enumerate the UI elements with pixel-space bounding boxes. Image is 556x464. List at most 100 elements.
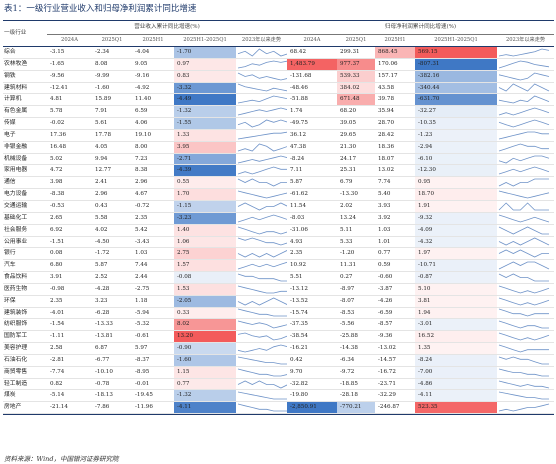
sparkline-path (498, 72, 550, 81)
profit-diff: -807.31 (415, 58, 497, 71)
profit-value: 299.31 (340, 49, 360, 55)
sparkline-path (498, 226, 549, 235)
profit-value: -1.20 (340, 250, 355, 257)
revenue-trend (236, 47, 287, 59)
sparkline-path (237, 344, 287, 353)
trend-sparkline (498, 403, 550, 412)
profit-trend (497, 260, 554, 272)
revenue-trend (236, 224, 287, 236)
profit-value: 68.20 (340, 108, 357, 115)
revenue-diff: 0.33 (174, 307, 236, 319)
sparkline-path (237, 285, 287, 294)
revenue-value: 0.43 (95, 202, 108, 209)
industry-name: 国防军工 (4, 333, 28, 340)
revenue-diff: 1.53 (174, 283, 236, 296)
trend-sparkline (498, 107, 550, 116)
revenue-value: 8.00 (135, 143, 148, 150)
sparkline-path (237, 238, 287, 246)
trend-sparkline (498, 391, 549, 400)
profit-value: 4.93 (290, 238, 303, 245)
profit-value: -31.06 (290, 226, 308, 233)
trend-sparkline (237, 356, 287, 365)
sparkline-path (498, 119, 550, 128)
profit-value: -16.21 (290, 345, 308, 352)
revenue-trend (236, 295, 287, 307)
revenue-trend (236, 354, 287, 366)
profit-value: 10.92 (290, 262, 307, 269)
revenue-value: 4.06 (135, 120, 148, 127)
revenue-value: 16.48 (50, 143, 67, 150)
profit-value: 11.31 (340, 262, 357, 269)
profit-value: 18.07 (378, 155, 395, 162)
industry-name: 农林牧渔 (4, 60, 28, 67)
profit-value: -6.59 (378, 309, 393, 316)
revenue-value: 2.35 (135, 214, 148, 221)
col-header-2024a: 2024A (47, 34, 92, 47)
revenue-value: 5.61 (95, 120, 108, 127)
trend-sparkline (498, 72, 550, 81)
industry-name: 家用电器 (4, 167, 28, 174)
industry-name: 汽车 (4, 262, 16, 269)
sparkline-path (237, 356, 287, 365)
revenue-value: -19.45 (135, 392, 153, 399)
profit-diff: 18.70 (415, 188, 497, 201)
revenue-diff: -1.55 (174, 117, 236, 130)
profit-value: -61.62 (290, 191, 308, 198)
revenue-trend (236, 58, 287, 70)
col-header-2025q1: 2025Q1 (92, 34, 132, 47)
revenue-trend (236, 366, 287, 378)
table-row: 家用电器 4.72 12.77 8.38 -4.39 7.11 25.31 13.02 -12.… (3, 164, 555, 177)
revenue-diff: -4.11 (174, 401, 236, 414)
sparkline-path (498, 178, 549, 187)
revenue-diff: 1.06 (174, 236, 236, 248)
revenue-trend (236, 106, 287, 118)
sparkline-path (237, 84, 287, 92)
header-group-row: 一级行业 营业收入累计同比增速(%) 归母净利润累计同比增速(%) (3, 21, 555, 47)
table-row: 社会服务 6.92 4.02 5.42 1.40 -31.06 5.11 1.03 -4.09 (3, 224, 555, 236)
revenue-value: -10.10 (95, 368, 113, 375)
sparkline-path (237, 380, 287, 388)
revenue-trend (236, 118, 287, 130)
table-row: 电力设备 -8.38 2.96 4.67 1.70 -61.62 -13.30 5.40 18.… (3, 188, 555, 201)
table-row: 非银金融 16.48 4.05 8.00 3.95 47.38 21.30 18.36 -2.9… (3, 141, 555, 154)
sparkline-path (237, 403, 287, 412)
revenue-value: -9.16 (135, 72, 150, 79)
revenue-value: 6.87 (95, 345, 108, 352)
profit-value: 977.37 (337, 58, 375, 71)
revenue-value: -5.14 (50, 392, 65, 399)
profit-trend (497, 47, 554, 59)
industry-name: 社会服务 (4, 226, 28, 233)
industry-name: 有色金属 (4, 108, 28, 115)
col-header-trend: 2023年以来走势 (236, 34, 287, 47)
revenue-value: 7.91 (95, 108, 108, 115)
sparkline-path (237, 332, 287, 341)
trend-sparkline (237, 380, 287, 388)
industry-name: 机械设备 (4, 155, 28, 162)
profit-trend (497, 390, 554, 402)
sparkline-path (498, 380, 550, 388)
sparkline-path (237, 107, 287, 116)
table-row: 美容护理 2.58 6.87 5.97 -0.90 -16.21 -14.38 -13.02 1… (3, 342, 555, 355)
profit-diff: -382.16 (415, 70, 497, 83)
revenue-value: 2.96 (95, 191, 108, 198)
sparkline-path (237, 178, 287, 187)
sparkline-path (498, 344, 549, 353)
profit-diff: -2.94 (415, 141, 497, 154)
trend-sparkline (237, 297, 287, 306)
revenue-value: -9.56 (50, 72, 65, 79)
profit-diff: -32.27 (415, 105, 497, 118)
table-row: 通信 3.98 2.41 2.96 0.55 5.87 6.79 7.74 0.95 (3, 176, 555, 189)
revenue-diff: -1.15 (174, 200, 236, 213)
revenue-value: -7.74 (50, 368, 65, 375)
table-row: 建筑装饰 -4.01 -6.28 -5.94 0.33 -15.74 -8.53 -6.59 1… (3, 307, 555, 319)
revenue-value: 6.92 (50, 226, 63, 233)
profit-trend (497, 319, 554, 331)
trend-sparkline (237, 107, 287, 116)
profit-value: -19.80 (290, 392, 308, 399)
profit-value: 13.02 (378, 167, 395, 174)
revenue-diff: -4.49 (174, 93, 236, 106)
profit-value: 25.31 (340, 167, 357, 174)
revenue-value: 5.97 (135, 345, 148, 352)
profit-value: 6.79 (340, 179, 353, 186)
trend-sparkline (498, 261, 550, 270)
